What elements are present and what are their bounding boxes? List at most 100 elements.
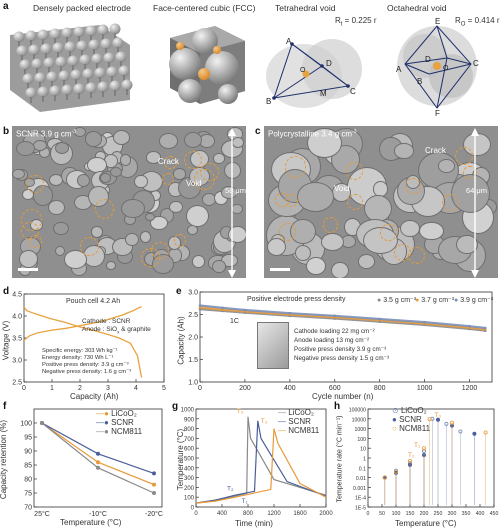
particle-grain: [172, 168, 187, 180]
y-tick-label: 600: [184, 447, 195, 453]
pouch-cell-photo: [257, 322, 289, 369]
octahedral-title: Octahedral void: [387, 3, 447, 13]
particle-sphere: [73, 26, 85, 38]
particle-grain: [184, 131, 203, 148]
x-tick-label: 400: [217, 511, 228, 517]
particle-grain: [400, 220, 420, 238]
octa-vertex-f: F: [435, 109, 440, 118]
y-tick-label: 200: [184, 486, 195, 492]
void-marker: [284, 156, 307, 178]
anode-loading-note: Anode loading 13 mg cm⁻²: [294, 337, 370, 344]
capacity-point: [483, 326, 487, 330]
negative-press-density-note: Negative press density 1.5 g cm⁻³: [294, 355, 390, 362]
void-marker: [408, 247, 426, 265]
y-tick-label: 1.0: [188, 380, 198, 387]
particle-grain: [212, 259, 226, 274]
x-tick-label: 450: [490, 511, 499, 517]
particle-grain: [85, 131, 102, 147]
panel-b-label: b: [3, 126, 10, 137]
y-tick-label: 2.5: [12, 380, 22, 387]
y-tick-label: 100: [357, 437, 366, 443]
particle-sphere: [82, 68, 94, 80]
particle-sphere: [49, 28, 61, 40]
particle-grain: [146, 151, 162, 164]
octa-radius-formula: RO = 0.414 r: [455, 16, 500, 28]
y-tick-label: 0.001: [353, 486, 366, 492]
particle-grain: [99, 172, 111, 183]
temperature-curve-1: [195, 420, 327, 504]
retention-point: [96, 465, 100, 470]
retention-chart: 25°C -10°C -20°C 70 75 80 85 90 95 100: [20, 408, 163, 518]
void-marker: [405, 178, 421, 194]
densely-packed-illustration: [10, 23, 133, 112]
particle-grain: [48, 199, 65, 215]
category-label: -20°C: [145, 510, 163, 518]
particle-sphere: [67, 55, 79, 67]
retention-point: [96, 451, 100, 456]
panel-a-label: a: [3, 1, 9, 12]
cycling-chart: 0 200 400 600 800 1000 1200 1.0 1.5 2.0 2.5 3.0: [188, 290, 493, 392]
y-tick-label: 500: [184, 457, 195, 463]
particle-sphere: [88, 39, 100, 51]
fcc-title: Face-centered cubic (FCC): [153, 3, 256, 13]
tetra-vertex-o: O: [300, 67, 306, 74]
poly-thickness-arrow: [471, 128, 479, 278]
octa-vertex-a: A: [396, 65, 402, 74]
x-tick-label: 1200: [267, 511, 281, 517]
capacity-point: [243, 308, 247, 312]
plot-frame: [33, 408, 163, 508]
y-tick-label: 4.5: [12, 292, 22, 299]
void-marker: [346, 193, 363, 210]
rate-point: [427, 417, 432, 422]
retention-point: [40, 421, 44, 425]
poly-thickness-label: 64 μm: [466, 186, 487, 195]
particle-grain: [456, 234, 478, 255]
particle-sphere: [100, 38, 112, 50]
y-tick-label: 100: [20, 421, 32, 428]
octahedral-void-illustration: E A B C D O F: [396, 17, 479, 118]
temperature-marker-label: T₂: [227, 485, 234, 492]
particle-grain: [296, 182, 335, 212]
h-legend-licoo2: ⊙ LiCoO₂: [392, 406, 427, 415]
rate-point: [436, 417, 441, 422]
scnr-void-label: Void: [186, 179, 202, 188]
x-tick-label: 200: [420, 511, 429, 517]
particle-grain: [169, 200, 184, 214]
x-tick-label: 400: [476, 511, 485, 517]
tetra-vertex-d: D: [326, 59, 332, 68]
tetra-vertex-m: M: [320, 89, 327, 98]
tetra-vertex-b: B: [266, 97, 271, 106]
pouch-cell-title: Pouch cell 4.2 Ah: [66, 298, 121, 305]
specific-energy-note: Specific energy: 303 Wh kg⁻¹: [42, 348, 118, 354]
capacity-point: [198, 304, 202, 307]
y-tick-label: 95: [24, 435, 32, 442]
particle-grain: [134, 174, 148, 189]
scnr-micrograph: [12, 126, 246, 278]
capacity-point: [288, 311, 292, 315]
scnr-scale-bar: [18, 268, 38, 271]
particle-grain: [139, 231, 152, 244]
octa-vertex-b: B: [417, 77, 422, 86]
particle-sphere: [61, 27, 73, 39]
g-legend-ncm811: — NCM811: [278, 426, 320, 435]
particle-grain: [220, 186, 238, 200]
tetra-vertex-c: C: [350, 87, 356, 96]
particle-grain: [19, 249, 39, 269]
rate-point: [458, 429, 463, 434]
anode-note: Anode : SiOx & graphite: [82, 326, 151, 335]
fcc-cube-illustration: [169, 26, 245, 104]
retention-point: [152, 482, 156, 487]
rate-point: [444, 421, 449, 426]
y-tick-label: 70: [24, 505, 32, 512]
particle-grain: [267, 238, 287, 257]
time-axis-label: Time (min): [235, 519, 273, 528]
panel-c-label: c: [255, 126, 261, 137]
y-tick-label: 1000: [181, 408, 195, 414]
thermal-runaway-time-chart: 0 400 800 1200 1600 2000 0 100 200 300 400 500 600 70…: [181, 408, 334, 518]
g-legend-licoo2: — LiCoO₂: [278, 408, 315, 417]
particle-grain: [294, 245, 311, 262]
y-tick-label: 700: [184, 437, 195, 443]
polycrystalline-micrograph: [264, 126, 498, 278]
particle-sphere: [91, 53, 103, 65]
void-marker: [28, 234, 43, 248]
